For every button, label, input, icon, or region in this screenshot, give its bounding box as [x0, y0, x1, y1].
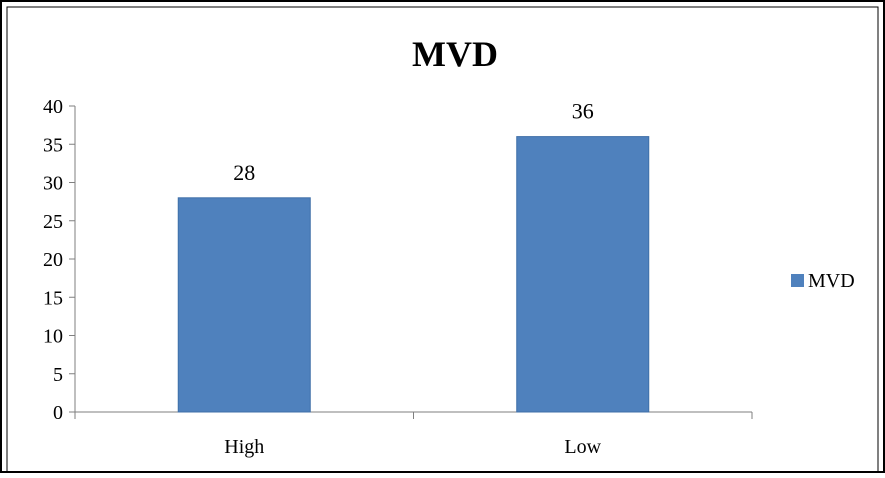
x-tick-label: Low [564, 436, 601, 458]
data-label-low: 36 [572, 99, 594, 124]
legend: MVD [791, 270, 855, 292]
y-tick-label: 10 [43, 326, 63, 348]
y-tick-label: 40 [43, 96, 63, 118]
y-tick-label: 0 [53, 402, 63, 424]
y-tick-label: 30 [43, 173, 63, 195]
y-tick-label: 25 [43, 211, 63, 233]
legend-swatch-mvd [791, 274, 804, 287]
data-labels: 28 36 [233, 99, 594, 185]
bars [177, 136, 650, 413]
x-tick-label: High [224, 436, 264, 458]
y-tick-label: 15 [43, 287, 63, 309]
chart-title: MVD [412, 34, 498, 74]
y-tick-label: 20 [43, 249, 63, 271]
inner-frame [6, 6, 879, 474]
data-label-high: 28 [233, 160, 255, 185]
bar-high [177, 197, 311, 413]
bar-low [516, 136, 650, 413]
y-tick-label: 35 [43, 134, 63, 156]
y-axis: 0 5 10 15 20 25 30 35 40 [43, 96, 76, 424]
legend-label-mvd: MVD [808, 270, 855, 292]
y-tick-label: 5 [53, 364, 63, 386]
x-axis: High Low [74, 411, 753, 458]
